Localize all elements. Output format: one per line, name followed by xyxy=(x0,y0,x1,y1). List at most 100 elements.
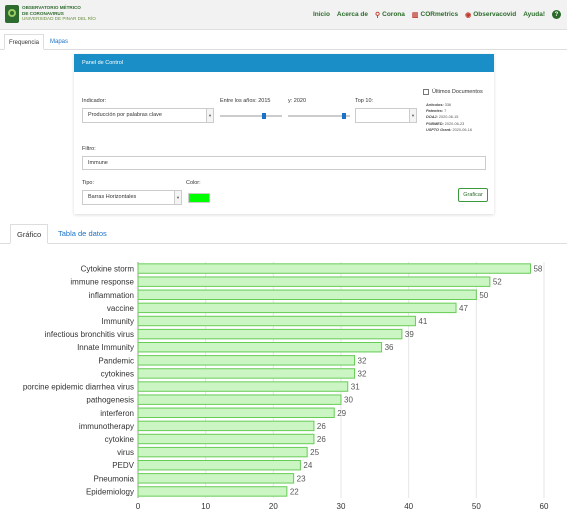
type-value: Barras Horizontales xyxy=(88,194,137,200)
category-label: virus xyxy=(117,448,134,457)
brand-text[interactable]: OBSERVATORIO MÉTRICO DE CORONAVIRUS UNIV… xyxy=(22,5,96,22)
category-label: Innate Immunity xyxy=(77,343,134,352)
indicator-select[interactable]: Producción por palabras clave ▾ xyxy=(82,108,214,123)
chevron-down-icon: ▾ xyxy=(174,191,181,204)
x-tick-label: 60 xyxy=(540,502,549,511)
bar-chart: 0 10 20 30 40 50 60 Cytokine storm 58 immune resp… xyxy=(0,258,567,525)
category-label: cytokines xyxy=(101,369,134,378)
bar xyxy=(137,368,356,379)
category-label: immunotherapy xyxy=(79,422,134,431)
color-picker[interactable] xyxy=(188,193,210,203)
tab-grafico[interactable]: Gráfico xyxy=(10,224,49,244)
year-to-label: y: 2020 xyxy=(288,98,307,104)
nav-ayuda[interactable]: Ayuda! xyxy=(523,11,545,18)
type-select[interactable]: Barras Horizontales ▾ xyxy=(82,190,182,205)
top-navbar: OBSERVATORIO MÉTRICO DE CORONAVIRUS UNIV… xyxy=(0,0,567,30)
data-label: 32 xyxy=(358,369,367,378)
filter-input[interactable]: Immune xyxy=(82,156,486,170)
latest-docs-checkbox[interactable] xyxy=(423,89,429,95)
data-label: 23 xyxy=(297,474,306,483)
eye-icon: ◉ xyxy=(465,11,472,19)
year-to-slider[interactable] xyxy=(288,113,350,119)
filter-label: Filtro: xyxy=(82,146,96,152)
control-panel: Panel de Control Indicador: Producción p… xyxy=(74,54,494,214)
data-label: 29 xyxy=(337,409,346,418)
x-tick-label: 30 xyxy=(337,502,346,511)
brand-line-3: UNIVERSIDAD DE PINAR DEL RÍO xyxy=(22,16,96,21)
category-label: interferon xyxy=(100,409,134,418)
bar xyxy=(137,302,457,314)
category-label: Cytokine storm xyxy=(81,265,135,274)
x-tick-label: 20 xyxy=(269,502,278,511)
bar xyxy=(137,486,288,497)
year-to-handle[interactable] xyxy=(342,113,346,119)
data-label: 25 xyxy=(310,448,319,457)
bar xyxy=(137,342,383,353)
bar xyxy=(137,394,342,405)
data-label: 50 xyxy=(479,291,488,300)
x-tick-label: 10 xyxy=(201,502,210,511)
data-label: 31 xyxy=(351,383,360,392)
bar xyxy=(137,276,491,287)
question-icon[interactable]: ? xyxy=(552,10,561,19)
tab-tabla-datos[interactable]: Tabla de datos xyxy=(58,229,107,238)
bar xyxy=(137,407,335,418)
chart-svg: 0 10 20 30 40 50 60 Cytokine storm 58 immune resp… xyxy=(23,262,549,511)
chevron-down-icon: ▾ xyxy=(409,109,416,122)
doc-stats: Artículos: 336 Patentes: 7 DOAJ: 2020-06… xyxy=(426,103,472,132)
graficar-button[interactable]: Graficar xyxy=(458,188,488,202)
year-from-slider[interactable] xyxy=(220,113,282,119)
bar xyxy=(137,355,356,366)
nav-inicio[interactable]: Inicio xyxy=(312,11,330,18)
bar xyxy=(137,289,477,300)
data-label: 39 xyxy=(405,330,414,339)
category-label: pathogenesis xyxy=(86,396,134,405)
category-label: Epidemiology xyxy=(86,487,134,496)
data-label: 52 xyxy=(493,278,502,287)
year-from-handle[interactable] xyxy=(262,113,266,119)
top-select[interactable]: ▾ xyxy=(355,108,417,123)
bar xyxy=(137,473,295,484)
chart-icon: ▥ xyxy=(411,11,419,19)
data-label: 30 xyxy=(344,396,353,405)
nav-acerca[interactable]: Acerca de xyxy=(336,11,368,18)
bar xyxy=(137,328,403,340)
data-label: 58 xyxy=(533,265,542,274)
tab-frequencia[interactable]: Frequencia xyxy=(4,34,45,50)
category-label: immune response xyxy=(70,278,134,287)
data-label: 22 xyxy=(290,487,299,496)
x-tick-label: 0 xyxy=(136,502,141,511)
bar xyxy=(137,433,315,445)
x-tick-label: 40 xyxy=(404,502,413,511)
bar xyxy=(137,446,308,458)
years-label: Entre los años: 2015 xyxy=(220,98,271,104)
category-label: Pandemic xyxy=(98,356,134,365)
bar xyxy=(137,381,349,392)
category-label: cytokine xyxy=(105,435,135,444)
chevron-down-icon: ▾ xyxy=(206,109,213,122)
bar xyxy=(137,460,301,471)
bar xyxy=(137,263,531,274)
data-label: 47 xyxy=(459,304,468,313)
result-tabs: Gráfico Tabla de datos xyxy=(0,224,567,244)
page-tabs: Frequencia Mapas xyxy=(0,34,567,50)
category-label: infectious bronchitis virus xyxy=(45,330,134,339)
data-label: 24 xyxy=(303,461,312,470)
nav-corona[interactable]: ⚲ Corona xyxy=(375,11,405,19)
brand-line-2: DE CORONAVIRUS xyxy=(22,10,64,16)
type-label: Tipo: xyxy=(82,180,95,186)
nav-cormetrics[interactable]: ▥ CORmetrics xyxy=(411,11,459,19)
magnifier-icon: ⚲ xyxy=(375,11,381,19)
category-label: porcine epidemic diarrhea virus xyxy=(23,383,134,392)
nav-observacovid[interactable]: ◉ Observacovid xyxy=(465,11,517,19)
color-label: Color: xyxy=(186,180,201,186)
latest-docs-label: Últimos Documentos xyxy=(432,89,483,95)
data-label: 26 xyxy=(317,422,326,431)
data-label: 36 xyxy=(385,343,394,352)
category-label: Pneumonia xyxy=(94,474,135,483)
brand-line-1: OBSERVATORIO MÉTRICO xyxy=(22,5,81,10)
tab-mapas[interactable]: Mapas xyxy=(50,39,69,45)
panel-title: Panel de Control xyxy=(74,54,494,72)
bar xyxy=(137,315,416,327)
category-label: Immunity xyxy=(102,317,134,326)
